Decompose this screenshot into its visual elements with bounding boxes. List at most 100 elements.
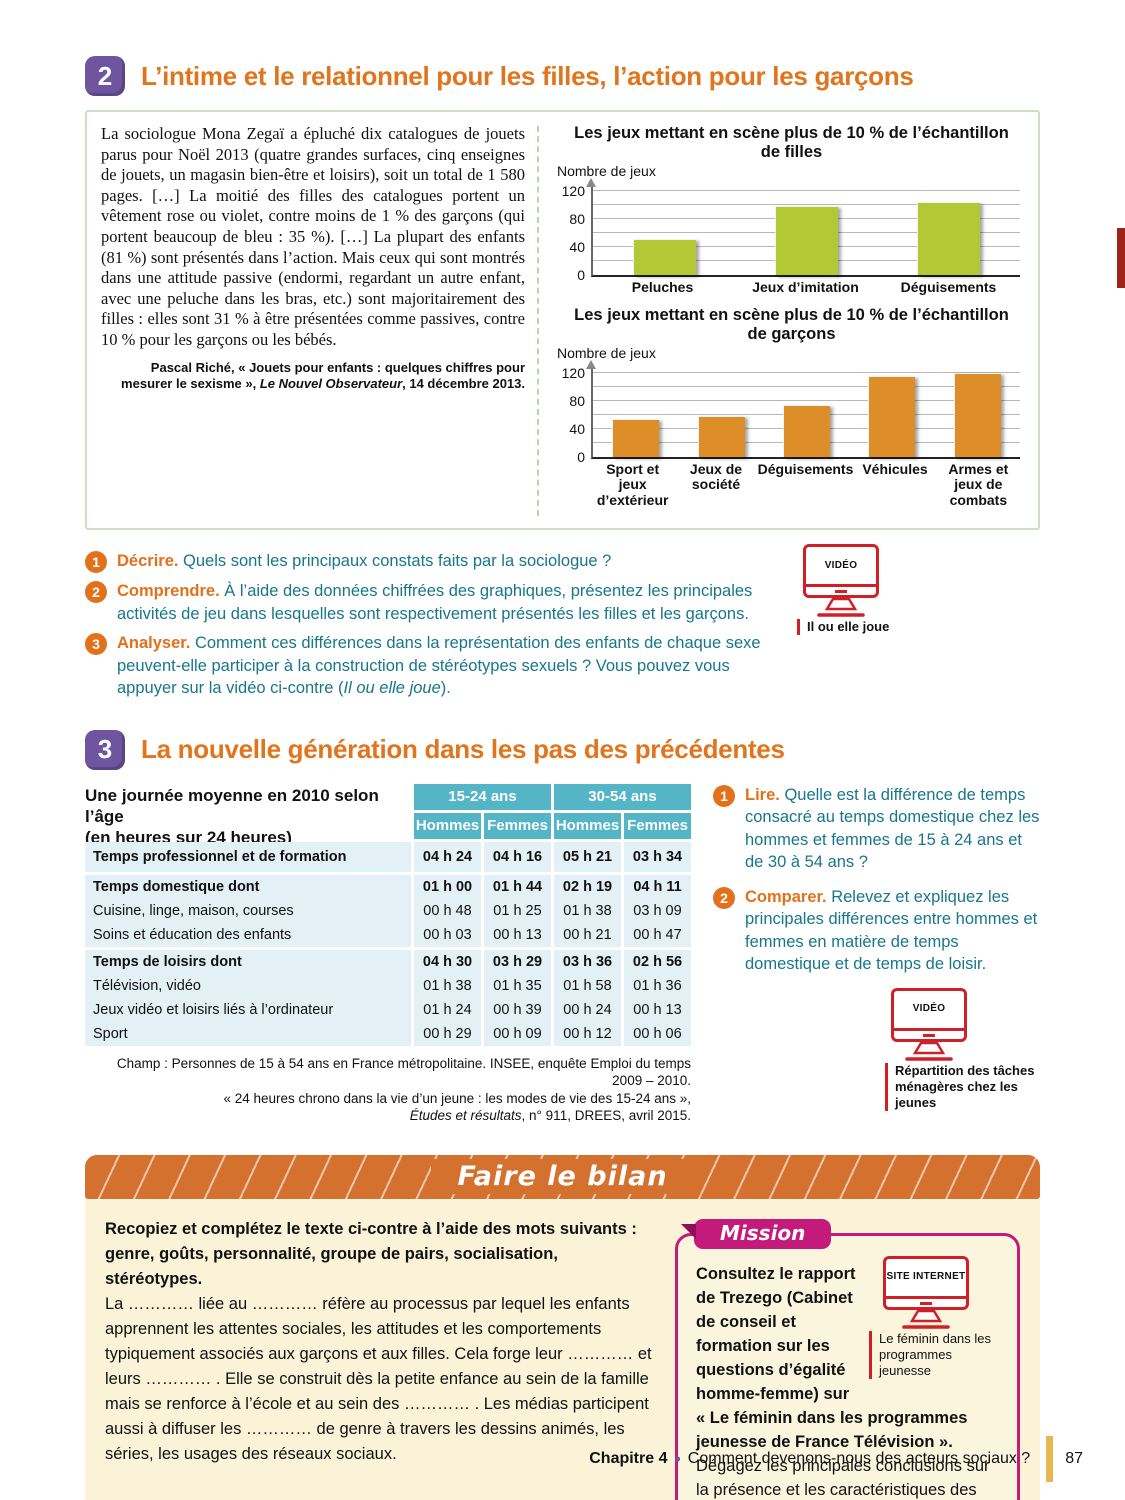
table-row-group: Temps professionnel et de formation 04 h …: [85, 841, 691, 872]
bar: [612, 418, 660, 457]
cell-value: 00 h 13: [624, 997, 691, 1022]
cell-value: 04 h 11: [624, 874, 691, 899]
table-row: Soins et éducation des enfants 00 h 03 00 …: [85, 922, 691, 947]
cell-value: 01 h 00: [414, 874, 481, 899]
question-text: Décrire. Quels sont les principaux const…: [117, 552, 612, 570]
question-item: 1 Lire. Quelle est la différence de temps…: [713, 784, 1043, 874]
sex-header: Hommes: [414, 812, 481, 839]
table-row: Temps de loisirs dont 04 h 30 03 h 29 03 h …: [85, 949, 691, 974]
table-row: Télévision, vidéo 01 h 38 01 h 35 01 h 58 01…: [85, 973, 691, 998]
video-monitor-icon: VIDÉO: [891, 987, 967, 1042]
cell-value: 01 h 58: [554, 973, 621, 998]
monitor-stand-icon: [902, 1309, 950, 1329]
dashed-divider: [537, 126, 539, 516]
bilan-banner-title: Faire le bilan: [431, 1159, 694, 1194]
table-row-group: Temps de loisirs dont 04 h 30 03 h 29 03 h …: [85, 949, 691, 1046]
gridline: [593, 371, 1020, 373]
footer-chapter-title: Comment devenons-nous des acteurs sociau…: [687, 1450, 1031, 1467]
cell-value: 01 h 38: [414, 973, 481, 998]
gridline: [593, 190, 1020, 192]
row-label: Temps de loisirs dont: [85, 949, 411, 974]
row-label: Télévision, vidéo: [85, 973, 411, 998]
cell-value: 04 h 16: [484, 841, 551, 872]
footer-gold-bar: [1046, 1436, 1054, 1482]
page-number: 87: [1065, 1450, 1083, 1467]
cell-value: 01 h 38: [554, 898, 621, 923]
cell-value: 00 h 29: [414, 1021, 481, 1046]
plot-area: 0 40 80 120: [562, 178, 1020, 283]
bar: [774, 205, 838, 275]
mission-text-bold: Consultez le rapport de Trezego (Cabinet…: [696, 1264, 968, 1451]
cell-value: 00 h 48: [414, 898, 481, 923]
question-item: 3 Analyser. Comment ces différences dans …: [85, 632, 785, 700]
x-axis-label: Déguisements: [900, 279, 997, 295]
y-tick-label: 120: [561, 183, 585, 200]
question-item: 2 Comparer. Relevez et expliquez les prin…: [713, 886, 1043, 976]
y-tick-label: 80: [569, 392, 585, 409]
y-tick-label: 0: [577, 267, 585, 283]
x-axis-label: Véhicules: [862, 460, 928, 477]
question-number-badge: 1: [85, 551, 107, 573]
cell-value: 05 h 21: [554, 841, 621, 872]
chart-title: Les jeux mettant en scène plus de 10 % d…: [574, 124, 1009, 161]
x-axis-label: Jeux d’imitation: [752, 279, 859, 295]
cell-value: 03 h 09: [624, 898, 691, 923]
doc2-questions: 1 Décrire. Quels sont les principaux cons…: [85, 544, 1040, 700]
charts-column: Les jeux mettant en scène plus de 10 % d…: [539, 124, 1028, 518]
bilan-section: Faire le bilan Recopiez et complétez le …: [85, 1154, 1040, 1500]
doc3-content: Une journée moyenne en 2010 selon l’âge …: [85, 783, 1043, 1125]
y-axis-label: Nombre de jeux: [557, 344, 656, 361]
footer-bullet: •: [674, 1448, 681, 1469]
doc2-title: L’intime et le relationnel pour les fill…: [141, 60, 914, 91]
gridline: [593, 399, 1020, 401]
cell-value: 02 h 19: [554, 874, 621, 899]
table-row-group: Temps domestique dont 01 h 00 01 h 44 02 h …: [85, 874, 691, 947]
cell-value: 04 h 30: [414, 949, 481, 974]
cell-value: 01 h 24: [414, 997, 481, 1022]
table-row: Temps domestique dont 01 h 00 01 h 44 02 h …: [85, 874, 691, 899]
passage-text: La sociologue Mona Zegaï a épluché dix c…: [101, 124, 525, 349]
boys-toys-bar-chart: Les jeux mettant en scène plus de 10 % d…: [555, 306, 1028, 509]
x-axis-label: Déguisements: [757, 460, 854, 477]
sex-header: Femmes: [484, 812, 551, 839]
question-item: 1 Décrire. Quels sont les principaux cons…: [85, 550, 785, 573]
question-item: 2 Comprendre. À l’aide des données chiffr…: [85, 580, 785, 625]
table-body: Temps professionnel et de formation 04 h …: [85, 841, 691, 1046]
cell-value: 00 h 06: [624, 1021, 691, 1046]
doc2-question-list: 1 Décrire. Quels sont les principaux cons…: [85, 550, 1040, 700]
doc3-title: La nouvelle génération dans les pas des …: [141, 734, 785, 764]
footnote-journal: Études et résultats: [409, 1108, 522, 1123]
mission-tab-fold: [681, 1223, 696, 1239]
mission-tab: Mission: [681, 1218, 832, 1249]
bar: [868, 376, 916, 457]
bar: [632, 239, 696, 275]
cell-value: 00 h 03: [414, 922, 481, 947]
mission-label: Mission: [720, 1220, 806, 1245]
bar: [697, 415, 745, 457]
cell-value: 01 h 36: [624, 973, 691, 998]
table-header: Une journée moyenne en 2010 selon l’âge …: [85, 783, 691, 847]
question-number-badge: 2: [85, 581, 107, 603]
video-monitor-icon: VIDÉO: [803, 544, 879, 598]
monitor-chin: [886, 1295, 966, 1299]
bar: [953, 372, 1001, 457]
mission-box: Mission SITE INTERNET Le féminin dans le: [675, 1218, 1020, 1500]
y-tick-label: 40: [569, 420, 585, 437]
passage-column: La sociologue Mona Zegaï a épluché dix c…: [101, 124, 537, 518]
website-caption: Le féminin dans les programmes jeunesse: [869, 1330, 1003, 1379]
cell-value: 00 h 21: [554, 922, 621, 947]
bar: [917, 201, 981, 275]
website-label: SITE INTERNET: [886, 1271, 966, 1282]
monitor-stand-icon: [905, 1041, 953, 1061]
cell-value: 00 h 39: [484, 997, 551, 1022]
question-text: Lire. Quelle est la différence de temps …: [745, 785, 1040, 872]
video-label: VIDÉO: [824, 559, 858, 571]
video-label: VIDÉO: [912, 1003, 946, 1014]
chart-title: Les jeux mettant en scène plus de 10 % d…: [574, 305, 1009, 343]
gridline: [593, 385, 1020, 387]
y-axis-arrow-icon: [586, 173, 596, 187]
table-row: Jeux vidéo et loisirs liés à l’ordinateu…: [85, 997, 691, 1022]
table-row: Temps professionnel et de formation 04 h …: [85, 841, 691, 872]
sex-header: Femmes: [624, 812, 691, 839]
row-label: Temps professionnel et de formation: [85, 841, 411, 872]
